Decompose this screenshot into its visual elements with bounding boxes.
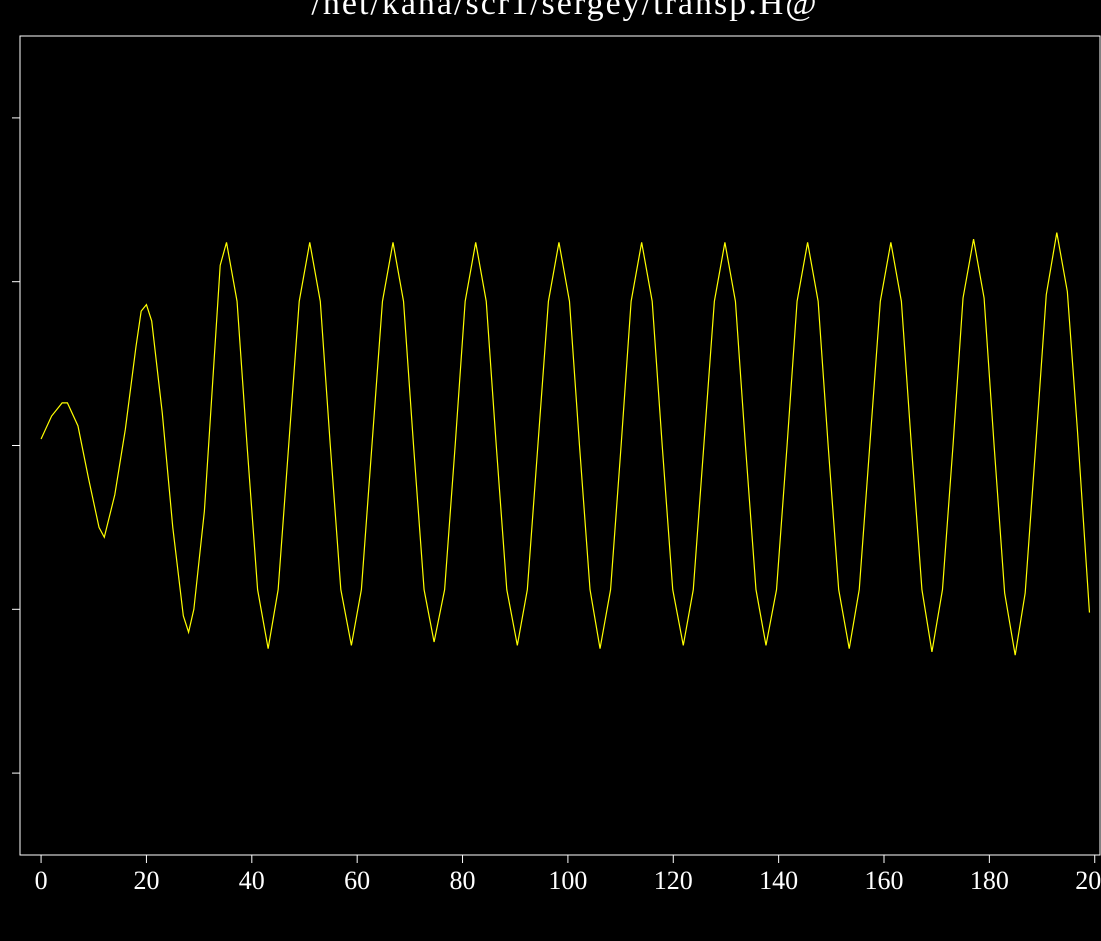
x-tick-label: 120	[654, 866, 693, 895]
data-line	[40, 232, 1091, 656]
chart-title: /net/kana/scr1/sergey/transp.H@	[311, 0, 818, 22]
x-tick-label: 60	[344, 866, 370, 895]
x-tick-label: 180	[970, 866, 1009, 895]
x-tick-label: 140	[759, 866, 798, 895]
x-tick-label: 200	[1075, 866, 1101, 895]
plot-frame	[19, 35, 1101, 856]
x-tick-label: 160	[865, 866, 904, 895]
x-tick-label: 100	[548, 866, 587, 895]
x-tick-label: 0	[35, 866, 48, 895]
x-tick-label: 20	[133, 866, 159, 895]
x-tick-label: 80	[450, 866, 476, 895]
x-tick-label: 40	[239, 866, 265, 895]
